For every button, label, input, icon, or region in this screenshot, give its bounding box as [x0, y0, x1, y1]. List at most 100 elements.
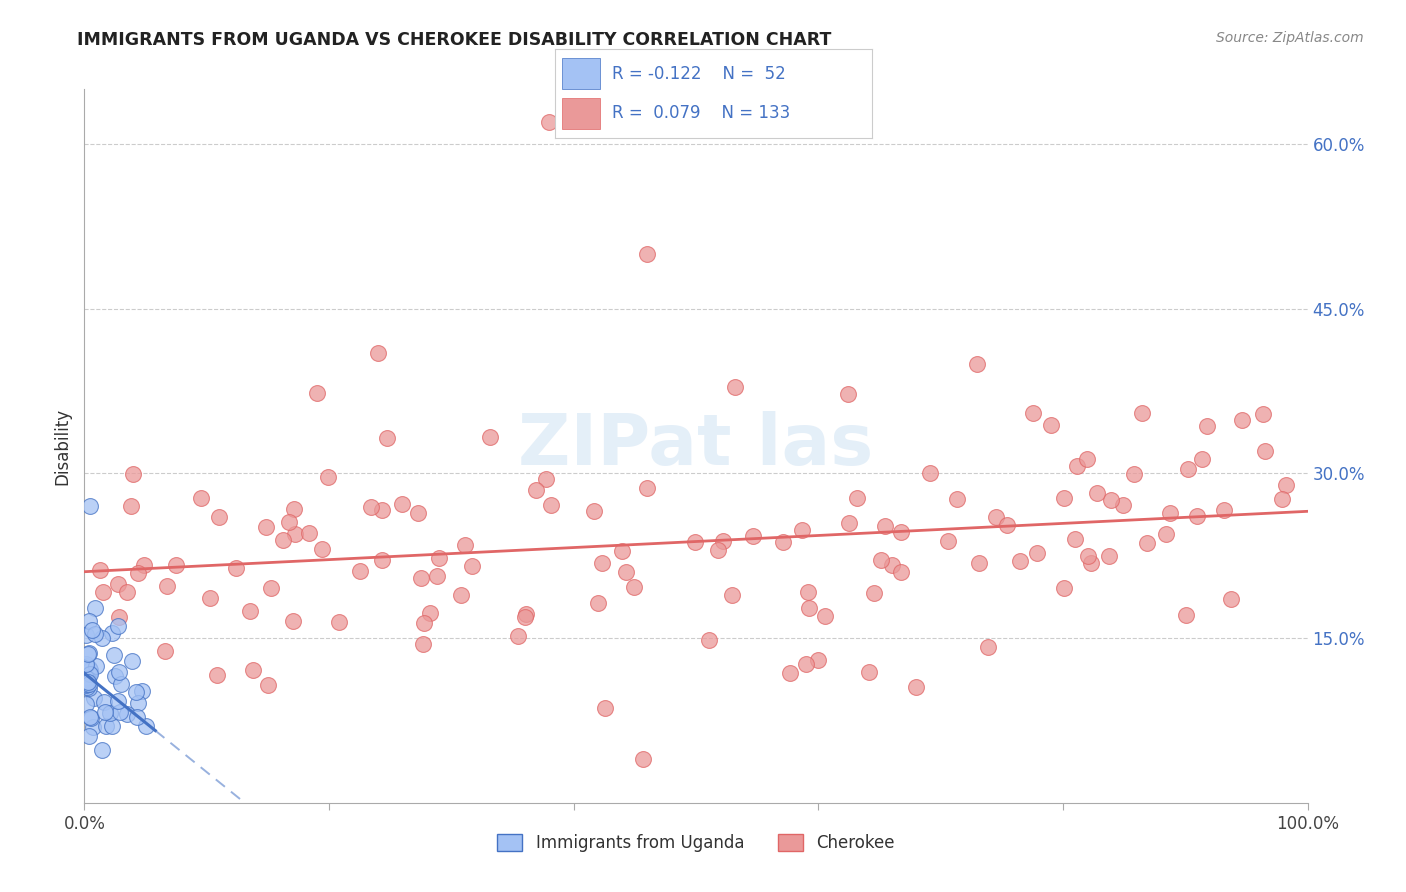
Cherokee	[370, 502, 392, 516]
Cherokee	[515, 610, 537, 624]
Cherokee	[259, 581, 281, 595]
Cherokee	[540, 498, 562, 512]
Cherokee	[918, 466, 941, 480]
Cherokee	[256, 678, 278, 692]
Cherokee	[371, 553, 394, 567]
Cherokee	[1080, 557, 1102, 571]
Immigrants from Uganda	[93, 695, 115, 709]
Immigrants from Uganda	[104, 669, 127, 683]
Immigrants from Uganda	[135, 719, 157, 733]
Cherokee	[515, 607, 537, 621]
Cherokee	[711, 534, 734, 549]
Immigrants from Uganda	[79, 646, 101, 660]
Immigrants from Uganda	[76, 675, 98, 690]
Cherokee	[631, 752, 654, 766]
Immigrants from Uganda	[75, 676, 97, 690]
Cherokee	[461, 558, 484, 573]
Cherokee	[904, 680, 927, 694]
Immigrants from Uganda	[75, 678, 97, 692]
FancyBboxPatch shape	[562, 98, 599, 129]
Cherokee	[1219, 592, 1241, 607]
Cherokee	[127, 566, 149, 581]
Immigrants from Uganda	[79, 663, 101, 677]
Cherokee	[283, 614, 305, 628]
Cherokee	[120, 500, 142, 514]
Immigrants from Uganda	[76, 673, 98, 687]
Cherokee	[683, 535, 706, 549]
Cherokee	[242, 663, 264, 677]
Cherokee	[724, 380, 747, 394]
Immigrants from Uganda	[79, 667, 101, 681]
Immigrants from Uganda	[91, 631, 114, 645]
Immigrants from Uganda	[79, 710, 101, 724]
Cherokee	[890, 525, 912, 540]
Cherokee	[278, 515, 301, 529]
Cherokee	[536, 472, 558, 486]
Immigrants from Uganda	[93, 705, 115, 719]
Cherokee	[89, 563, 111, 577]
Cherokee	[1053, 581, 1076, 595]
Cherokee	[890, 565, 912, 579]
Cherokee	[862, 586, 884, 600]
Immigrants from Uganda	[108, 705, 131, 719]
Cherokee	[697, 633, 720, 648]
Cherokee	[721, 588, 744, 602]
Cherokee	[873, 519, 896, 533]
Cherokee	[1063, 532, 1085, 546]
Cherokee	[997, 517, 1019, 532]
Immigrants from Uganda	[75, 659, 97, 673]
Cherokee	[977, 640, 1000, 654]
Immigrants from Uganda	[125, 710, 148, 724]
Cherokee	[1112, 498, 1135, 512]
Cherokee	[779, 665, 801, 680]
Immigrants from Uganda	[79, 681, 101, 695]
Cherokee	[586, 596, 609, 610]
Cherokee	[1136, 535, 1159, 549]
Immigrants from Uganda	[91, 743, 114, 757]
Cherokee	[107, 577, 129, 591]
Cherokee	[583, 504, 606, 518]
Cherokee	[305, 385, 328, 400]
Cherokee	[134, 558, 156, 572]
Cherokee	[108, 610, 131, 624]
Cherokee	[1212, 502, 1234, 516]
Cherokee	[122, 467, 145, 482]
Immigrants from Uganda	[77, 672, 100, 686]
Cherokee	[772, 534, 794, 549]
Immigrants from Uganda	[79, 667, 101, 681]
Cherokee	[1076, 452, 1098, 467]
Immigrants from Uganda	[82, 720, 104, 734]
Cherokee	[254, 519, 277, 533]
Cherokee	[391, 498, 413, 512]
Immigrants from Uganda	[84, 601, 107, 615]
Immigrants from Uganda	[79, 500, 101, 514]
Cherokee	[794, 657, 817, 671]
Immigrants from Uganda	[107, 619, 129, 633]
Cherokee	[1177, 461, 1199, 475]
Immigrants from Uganda	[121, 654, 143, 668]
FancyBboxPatch shape	[562, 58, 599, 89]
Cherokee	[349, 564, 371, 578]
Cherokee	[115, 585, 138, 599]
Cherokee	[375, 431, 398, 445]
Immigrants from Uganda	[107, 665, 129, 680]
Cherokee	[1174, 608, 1197, 623]
Immigrants from Uganda	[77, 661, 100, 675]
Cherokee	[1025, 545, 1047, 559]
Cherokee	[283, 502, 305, 516]
Immigrants from Uganda	[103, 648, 125, 662]
Cherokee	[1008, 554, 1031, 568]
Cherokee	[1195, 419, 1218, 434]
Immigrants from Uganda	[75, 671, 97, 685]
Cherokee	[412, 637, 434, 651]
Text: Source: ZipAtlas.com: Source: ZipAtlas.com	[1216, 31, 1364, 45]
Cherokee	[225, 561, 247, 575]
Immigrants from Uganda	[82, 624, 104, 638]
Cherokee	[946, 491, 969, 506]
Immigrants from Uganda	[76, 648, 98, 662]
Cherokee	[198, 591, 221, 605]
Cherokee	[967, 557, 990, 571]
Cherokee	[419, 606, 441, 620]
Cherokee	[1191, 452, 1213, 467]
Cherokee	[360, 500, 382, 515]
